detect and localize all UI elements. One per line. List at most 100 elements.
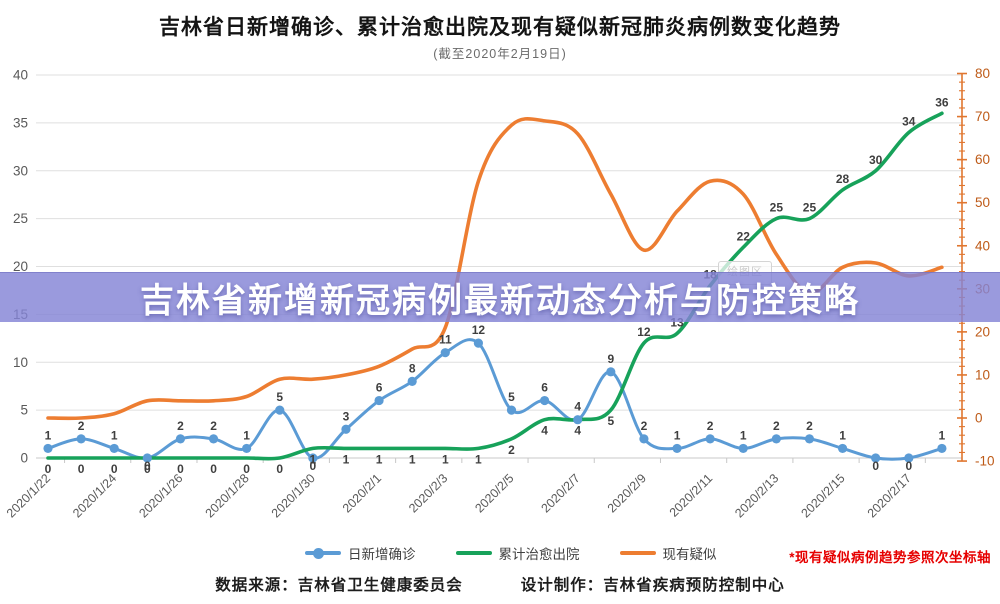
legend-line-dot-icon — [305, 547, 341, 559]
svg-text:4: 4 — [574, 400, 581, 414]
svg-text:40: 40 — [13, 68, 28, 83]
svg-text:1: 1 — [343, 452, 350, 466]
svg-text:70: 70 — [975, 109, 990, 124]
svg-text:2020/2/17: 2020/2/17 — [865, 471, 914, 520]
svg-text:2020/1/22: 2020/1/22 — [4, 471, 53, 520]
svg-text:60: 60 — [975, 152, 990, 167]
svg-text:0: 0 — [243, 462, 250, 476]
svg-text:-10: -10 — [975, 454, 995, 469]
svg-text:1: 1 — [839, 428, 846, 442]
svg-text:2: 2 — [508, 443, 515, 457]
legend-label: 现有疑似 — [662, 547, 717, 562]
svg-text:40: 40 — [975, 238, 990, 253]
legend-line-icon — [455, 551, 492, 555]
svg-text:6: 6 — [376, 381, 383, 395]
svg-text:3: 3 — [343, 409, 350, 423]
svg-text:4: 4 — [541, 424, 548, 438]
series-cumulative-cured-line — [46, 111, 944, 461]
chart-title: 吉林省日新增确诊、累计治愈出院及现有疑似新冠肺炎病例数变化趋势 — [159, 16, 841, 39]
svg-text:1: 1 — [442, 452, 449, 466]
svg-text:10: 10 — [975, 367, 990, 382]
svg-text:0: 0 — [78, 462, 85, 476]
svg-text:2020/2/7: 2020/2/7 — [539, 471, 583, 515]
svg-text:28: 28 — [836, 172, 850, 186]
left-axis-labels: 0510152025303540 — [13, 68, 28, 466]
svg-text:2: 2 — [78, 419, 85, 433]
svg-text:2: 2 — [707, 419, 714, 433]
svg-text:9: 9 — [607, 352, 614, 366]
svg-text:10: 10 — [13, 355, 28, 370]
svg-text:4: 4 — [574, 424, 581, 438]
svg-text:12: 12 — [637, 325, 651, 339]
legend-label: 累计治愈出院 — [498, 547, 580, 562]
headline-banner-text: 吉林省新增新冠病例最新动态分析与防控策略 — [140, 282, 860, 320]
svg-text:30: 30 — [869, 153, 883, 167]
data-source-text: 数据来源：吉林省卫生健康委员会 — [215, 577, 463, 594]
svg-text:22: 22 — [737, 229, 751, 243]
svg-text:1: 1 — [740, 428, 747, 442]
svg-text:80: 80 — [975, 66, 990, 81]
svg-text:50: 50 — [975, 195, 990, 210]
gridlines — [36, 74, 962, 459]
svg-text:0: 0 — [20, 451, 28, 466]
svg-text:2020/1/30: 2020/1/30 — [269, 471, 318, 520]
svg-text:0: 0 — [905, 459, 912, 473]
svg-text:2020/2/13: 2020/2/13 — [732, 471, 781, 520]
svg-text:1: 1 — [45, 428, 52, 442]
svg-text:8: 8 — [409, 361, 416, 375]
svg-text:1: 1 — [376, 452, 383, 466]
svg-text:2: 2 — [806, 419, 813, 433]
svg-text:1: 1 — [939, 428, 946, 442]
svg-text:1: 1 — [409, 452, 416, 466]
svg-text:1: 1 — [475, 452, 482, 466]
chart-subtitle: (截至2020年2月19日) — [433, 47, 567, 61]
svg-text:1: 1 — [111, 428, 118, 442]
chart-legend: 日新增确诊 累计治愈出院 现有疑似 — [305, 543, 717, 563]
legend-label: 日新增确诊 — [348, 547, 416, 562]
svg-text:2020/2/1: 2020/2/1 — [340, 471, 384, 515]
svg-text:0: 0 — [210, 462, 217, 476]
svg-text:12: 12 — [472, 323, 486, 337]
svg-text:20: 20 — [13, 259, 28, 274]
svg-text:0: 0 — [872, 459, 879, 473]
svg-text:34: 34 — [902, 114, 916, 128]
svg-text:1: 1 — [674, 428, 681, 442]
svg-text:30: 30 — [13, 163, 28, 178]
svg-text:2020/2/9: 2020/2/9 — [605, 471, 649, 515]
svg-text:2020/2/5: 2020/2/5 — [472, 471, 516, 515]
svg-text:0: 0 — [111, 462, 118, 476]
svg-text:1: 1 — [310, 452, 317, 466]
svg-text:2: 2 — [177, 419, 184, 433]
svg-text:0: 0 — [45, 462, 52, 476]
svg-text:2020/1/24: 2020/1/24 — [70, 471, 119, 520]
right-axis: -1001020304050607080 — [957, 66, 995, 469]
svg-text:5: 5 — [20, 403, 28, 418]
svg-text:6: 6 — [541, 381, 548, 395]
designer-text: 设计制作：吉林省疾病预防控制中心 — [520, 577, 785, 594]
svg-text:25: 25 — [13, 211, 28, 226]
svg-text:0: 0 — [975, 411, 983, 426]
svg-text:11: 11 — [439, 333, 452, 347]
svg-text:5: 5 — [276, 390, 283, 404]
legend-item-daily-new-confirmed: 日新增确诊 — [305, 543, 416, 563]
svg-text:2020/2/15: 2020/2/15 — [798, 471, 847, 520]
daily-new-confirmed-markers — [43, 338, 947, 463]
svg-text:0: 0 — [310, 459, 317, 473]
legend-line-icon — [619, 551, 656, 555]
svg-text:20: 20 — [975, 324, 990, 339]
svg-text:2020/2/11: 2020/2/11 — [667, 471, 716, 520]
series-daily-new-confirmed-line — [46, 338, 944, 461]
legend-item-existing-suspected: 现有疑似 — [619, 543, 717, 563]
x-axis-labels: 2020/1/22 2020/1/24 2020/1/26 2020/1/28 2020… — [4, 471, 914, 520]
svg-text:5: 5 — [508, 390, 515, 404]
svg-text:2: 2 — [773, 419, 780, 433]
svg-text:1: 1 — [243, 428, 250, 442]
svg-text:36: 36 — [935, 95, 949, 109]
series-existing-suspected-line — [46, 116, 944, 421]
data-labels: 0000000011111124451213182225252830343612… — [45, 95, 949, 476]
svg-text:0: 0 — [144, 462, 151, 476]
secondary-axis-note: *现有疑似病例趋势参照次坐标轴 — [789, 550, 991, 565]
svg-text:0: 0 — [144, 459, 151, 473]
